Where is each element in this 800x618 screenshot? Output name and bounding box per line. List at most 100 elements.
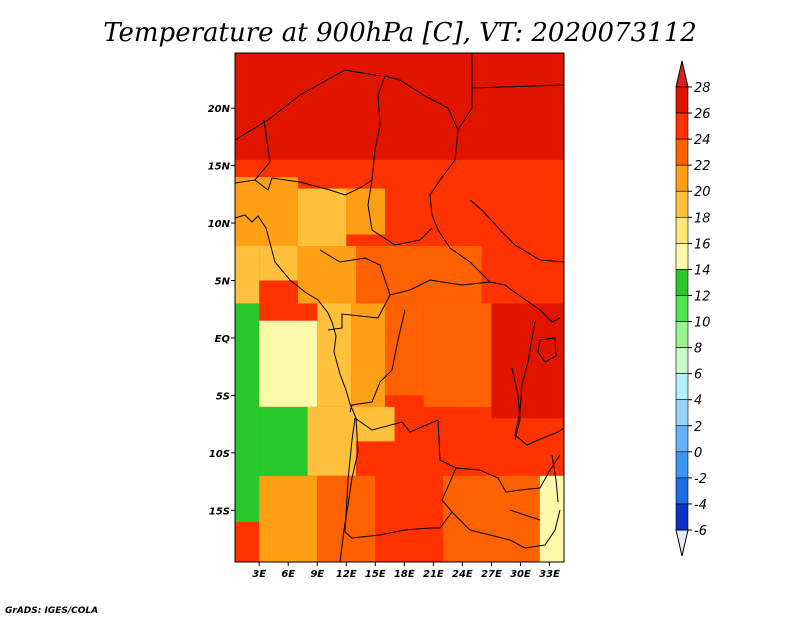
- border-line: [349, 309, 406, 413]
- x-tick-label: 9E: [310, 569, 324, 580]
- temperature-cell: [481, 257, 564, 304]
- chart-title: Temperature at 900hPa [C], VT: 202007311…: [103, 18, 697, 48]
- temperature-cell: [481, 188, 564, 258]
- colorbar-tick-label: 12: [694, 289, 711, 304]
- colorbar-swatch: [675, 295, 689, 322]
- plot-area: [235, 53, 564, 562]
- temperature-cell: [235, 177, 298, 247]
- colorbar-swatch: [675, 347, 689, 374]
- y-tick-label: 5N: [215, 276, 231, 287]
- temperature-cell: [235, 246, 260, 304]
- border-line: [254, 119, 271, 181]
- x-tick-label: 24E: [452, 569, 473, 580]
- colorbar-tick-label: 24: [694, 133, 711, 148]
- temperature-cell: [235, 303, 260, 522]
- border-line: [367, 179, 433, 246]
- temperature-cell: [355, 246, 415, 304]
- colorbar-tick-label: 26: [694, 107, 711, 122]
- colorbar-tick-label: 10: [694, 316, 711, 331]
- temperature-cell: [443, 475, 540, 562]
- colorbar-tick-label: 2: [694, 420, 702, 435]
- colorbar-swatch: [675, 503, 689, 531]
- temperature-cell: [351, 303, 385, 407]
- temperature-cell: [384, 303, 424, 396]
- temperature-cell: [259, 320, 318, 407]
- x-tick-label: 6E: [281, 569, 295, 580]
- y-tick-label: 15S: [209, 506, 230, 517]
- plot-frame: [234, 52, 565, 563]
- x-tick-label: 15E: [365, 569, 386, 580]
- colorbar-tick-label: 0: [694, 446, 702, 461]
- colorbar-swatch: [675, 86, 689, 114]
- colorbar-swatch: [675, 138, 689, 166]
- border-line: [354, 417, 561, 493]
- temperature-cell: [539, 475, 564, 562]
- colorbar-swatch: [675, 216, 689, 244]
- border-line: [389, 279, 561, 323]
- temperature-cell: [462, 418, 564, 476]
- colorbar-tick-label: 6: [694, 368, 702, 383]
- colorbar-tick-label: 28: [694, 81, 711, 96]
- temperature-cell: [259, 406, 308, 476]
- credit-text: GrADS: IGES/COLA: [5, 606, 98, 616]
- x-axis: 3E 6E 9E 12E 15E 18E 21E 24E 27E 30E 33E: [252, 562, 560, 580]
- colorbar-tick-label: 22: [694, 159, 711, 174]
- colorbar-swatch: [675, 373, 689, 401]
- colorbar-swatch: [675, 321, 689, 348]
- x-tick-label: 33E: [539, 569, 560, 580]
- lake-victoria: [537, 337, 557, 363]
- border-line: [457, 55, 564, 131]
- y-tick-label: 10N: [208, 219, 231, 230]
- temperature-cell: [307, 406, 356, 476]
- colorbar-tick-label: 4: [694, 394, 702, 409]
- colorbar-tick-label: 16: [694, 237, 711, 252]
- colorbar-tick-label: 14: [694, 263, 711, 278]
- border-line: [235, 69, 381, 141]
- temperature-cell: [375, 475, 444, 562]
- y-tick-label: EQ: [215, 334, 231, 345]
- x-tick-label: 3E: [252, 569, 266, 580]
- colorbar-swatch: [675, 425, 689, 453]
- colorbar-swatch: [675, 399, 689, 427]
- lake-malawi: [551, 454, 559, 503]
- temperature-cell: [235, 53, 564, 160]
- temperature-cell: [259, 246, 298, 281]
- colorbar-tick-label: 20: [694, 185, 711, 200]
- colorbar-swatch: [675, 190, 689, 218]
- border-line: [449, 199, 564, 283]
- y-axis: 20N 15N 10N 5N EQ 5S 10S 15S: [208, 104, 235, 517]
- colorbar-under-triangle: [675, 529, 689, 557]
- temperature-cell: [259, 475, 318, 562]
- colorbar-swatch: [675, 243, 689, 270]
- colorbar-swatch: [675, 477, 689, 505]
- border-line: [371, 75, 459, 249]
- x-tick-label: 21E: [423, 569, 444, 580]
- border-line: [344, 417, 457, 539]
- border-line: [235, 177, 373, 196]
- temperature-cell: [423, 303, 492, 407]
- temperature-cell: [297, 188, 347, 247]
- temperature-cell: [346, 188, 385, 235]
- temperature-cell: [414, 246, 482, 304]
- y-tick-label: 10S: [209, 449, 230, 460]
- colorbar-swatch: [675, 451, 689, 479]
- colorbar-tick-label: -2: [694, 472, 707, 487]
- x-tick-label: 18E: [394, 569, 415, 580]
- colorbar-swatch: [675, 112, 689, 140]
- x-tick-label: 12E: [336, 569, 357, 580]
- colorbar-swatch: [675, 164, 689, 192]
- x-tick-label: 27E: [481, 569, 502, 580]
- x-tick-label: 30E: [510, 569, 531, 580]
- colorbar-swatch: [675, 269, 689, 296]
- colorbar-tick-label: 8: [694, 342, 702, 357]
- colorbar-over-triangle: [675, 60, 689, 88]
- colorbar-tick-label: -4: [694, 498, 707, 513]
- temperature-cell: [355, 406, 395, 442]
- y-tick-label: 20N: [208, 104, 231, 115]
- temperature-cell: [394, 406, 463, 476]
- y-tick-label: 15N: [208, 162, 231, 173]
- temperature-field: [235, 53, 564, 562]
- colorbar-tick-label: -6: [694, 524, 707, 539]
